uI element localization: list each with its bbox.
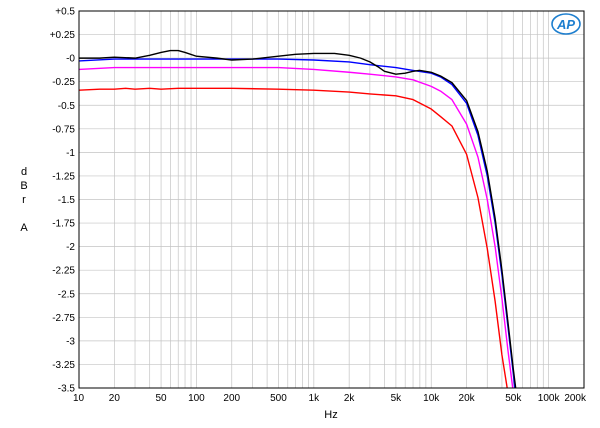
y-axis-label-char: B xyxy=(20,180,27,192)
y-axis-label-char: r xyxy=(22,194,26,206)
ap-logo: AP xyxy=(551,13,581,35)
x-tick-label: 2k xyxy=(344,393,356,404)
y-axis-label-char: d xyxy=(21,166,27,178)
y-tick-labels: +0.5 +0.25 -0 -0.25 -0.5 -0.75 -1 -1.25 -1.5 -1.7… xyxy=(50,7,76,395)
y-axis-label-char: A xyxy=(20,222,28,234)
y-tick-label: -3 xyxy=(66,336,75,347)
x-tick-label: 500 xyxy=(270,393,287,404)
y-tick-label: -0.75 xyxy=(52,124,75,135)
plot-frame xyxy=(78,10,585,389)
x-axis-label: Hz xyxy=(324,409,337,421)
x-tick-label: 50 xyxy=(156,393,168,404)
y-tick-label: -2.25 xyxy=(52,266,75,277)
y-tick-label: +0.5 xyxy=(55,7,75,18)
x-tick-label: 100k xyxy=(538,393,561,404)
y-tick-label: -1.5 xyxy=(58,195,76,206)
y-tick-label: +0.25 xyxy=(50,30,76,41)
y-tick-label: -3.5 xyxy=(58,384,76,395)
series-group xyxy=(79,49,517,388)
x-tick-label: 20k xyxy=(459,393,476,404)
x-tick-label: 10k xyxy=(423,393,440,404)
y-tick-label: -2.75 xyxy=(52,313,75,324)
x-tick-label: 5k xyxy=(391,393,403,404)
y-tick-label: -1.25 xyxy=(52,171,75,182)
series-line xyxy=(79,66,514,388)
y-tick-label: -2.5 xyxy=(58,289,76,300)
x-tick-label: 100 xyxy=(188,393,205,404)
series-line xyxy=(79,87,508,388)
x-tick-label: 20 xyxy=(109,393,121,404)
x-tick-labels: 10 20 50 100 200 500 1k 2k 5k 10k 20k 50k 100k 200k xyxy=(73,393,587,404)
y-tick-label: -1 xyxy=(66,148,75,159)
x-tick-label: 200 xyxy=(223,393,240,404)
x-tick-label: 10 xyxy=(73,393,85,404)
series-line xyxy=(79,49,517,388)
x-tick-label: 1k xyxy=(309,393,321,404)
y-axis-label: d B r A xyxy=(20,166,28,234)
x-tick-label: 50k xyxy=(505,393,522,404)
x-tick-label: 200k xyxy=(564,393,587,404)
y-tick-label: -0.25 xyxy=(52,77,75,88)
ap-logo-ring xyxy=(551,13,581,35)
y-tick-label: -3.25 xyxy=(52,360,75,371)
y-tick-label: -2 xyxy=(66,242,75,253)
y-tick-label: -1.75 xyxy=(52,219,75,230)
y-tick-label: -0.5 xyxy=(58,101,76,112)
ap-logo-text: AP xyxy=(556,17,575,32)
grid xyxy=(79,11,584,388)
y-tick-label: -0 xyxy=(66,54,75,65)
